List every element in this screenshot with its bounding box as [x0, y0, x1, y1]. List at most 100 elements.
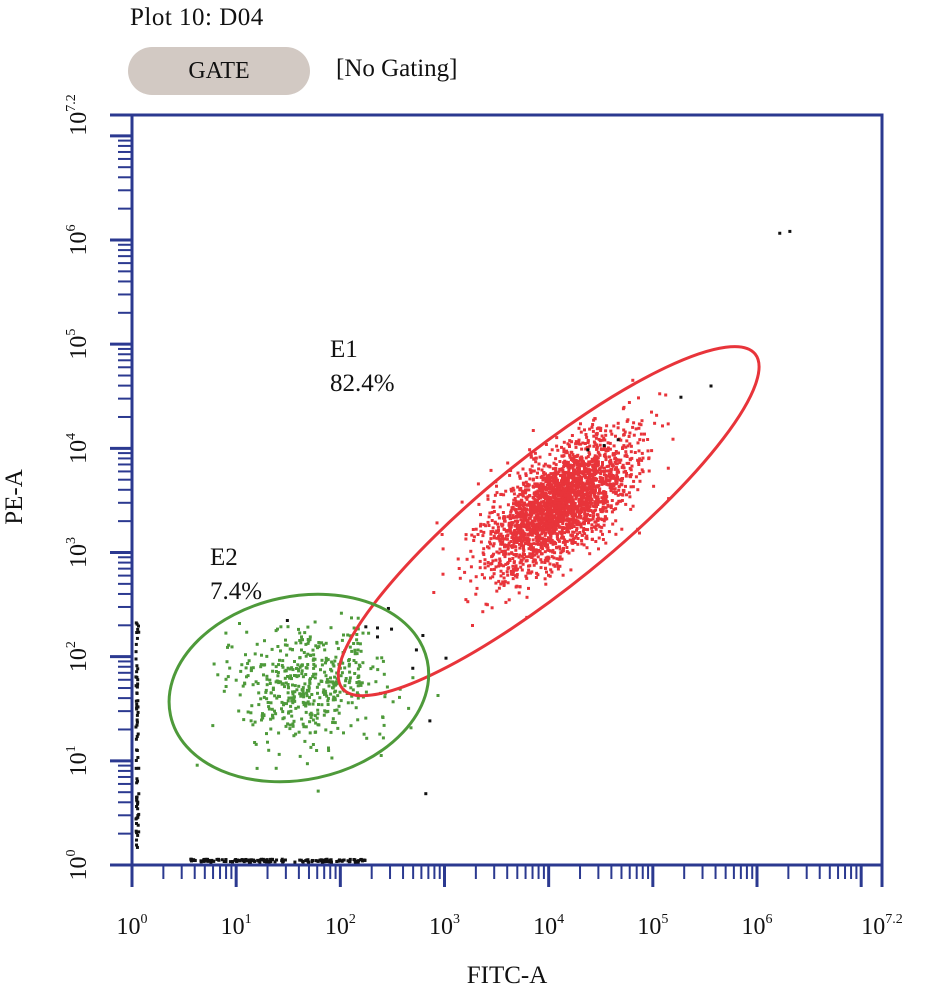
event-point-e1: [573, 491, 577, 495]
event-point-e1: [512, 488, 516, 492]
event-point-e1: [624, 502, 628, 506]
event-point-e1: [537, 467, 541, 471]
event-point-e1: [553, 551, 557, 555]
event-point-e1: [554, 491, 558, 495]
event-point-e2: [280, 700, 284, 704]
event-point-e2: [360, 681, 364, 685]
event-point-e2: [334, 680, 338, 684]
event-point-e1: [574, 445, 578, 449]
gate-status: [No Gating]: [336, 55, 458, 82]
event-point-e1: [506, 573, 510, 577]
event-point-e1: [530, 464, 534, 468]
event-point-e1: [518, 542, 521, 546]
event-point-e1: [604, 433, 608, 437]
event-point-e1: [627, 491, 631, 495]
event-point-e2: [274, 712, 278, 716]
event-point-e1: [527, 568, 531, 572]
gate-button[interactable]: GATE: [128, 47, 310, 95]
event-point-e1: [561, 496, 565, 500]
event-point-e1: [531, 538, 535, 542]
event-point-e1: [535, 509, 538, 513]
event-point-e1: [548, 481, 552, 485]
event-point-e2: [311, 718, 315, 722]
event-point-ungated: [135, 675, 139, 679]
event-point-e1: [543, 533, 547, 537]
event-point-e2: [298, 631, 302, 635]
event-point-e2: [238, 622, 241, 625]
event-point-e1: [519, 530, 522, 534]
event-point-ungated: [421, 634, 425, 638]
event-point-e2: [304, 704, 308, 708]
gate-ellipses[interactable]: [151, 304, 795, 805]
event-point-e1: [626, 444, 630, 448]
event-point-e1: [621, 463, 625, 467]
event-point-e1: [521, 552, 525, 556]
event-point-e1: [562, 499, 566, 503]
event-point-e1: [580, 494, 584, 498]
event-point-e2: [290, 696, 294, 700]
event-point-e2: [211, 724, 215, 728]
event-point-e1: [587, 498, 591, 502]
event-point-e2: [332, 664, 336, 668]
event-point-e1: [608, 441, 612, 445]
event-point-e1: [540, 491, 544, 495]
event-point-e1: [650, 410, 653, 414]
event-point-e1: [532, 558, 536, 562]
event-point-e2: [350, 694, 354, 698]
event-point-e1: [602, 523, 606, 527]
event-point-e1: [560, 467, 564, 471]
event-point-ungated: [301, 860, 305, 864]
event-point-e1: [520, 554, 524, 558]
event-point-ungated: [362, 858, 366, 862]
event-point-e2: [292, 719, 296, 723]
event-point-e1: [559, 474, 562, 477]
event-point-e1: [491, 526, 495, 530]
event-point-e2: [333, 675, 337, 679]
event-point-e1: [489, 542, 492, 546]
event-point-e1: [533, 482, 537, 486]
event-point-e2: [251, 683, 255, 687]
event-point-e1: [559, 492, 563, 496]
event-point-e2: [285, 653, 289, 657]
event-point-e1: [582, 488, 586, 492]
event-point-ungated: [586, 448, 590, 452]
event-point-e2: [312, 666, 316, 670]
event-point-e1: [596, 450, 600, 454]
event-point-e1: [588, 444, 592, 448]
event-point-e1: [503, 519, 507, 523]
event-point-ungated: [424, 792, 428, 796]
event-point-e2: [270, 647, 274, 651]
event-point-e1: [588, 472, 592, 476]
event-point-e2: [310, 713, 314, 717]
event-point-e1: [435, 521, 439, 525]
event-point-e2: [383, 695, 387, 699]
event-point-e1: [607, 469, 611, 473]
event-point-e1: [513, 497, 517, 500]
event-point-e2: [330, 756, 334, 760]
event-point-e1: [525, 503, 529, 507]
event-point-e2: [326, 697, 330, 700]
event-point-e1: [495, 536, 499, 540]
event-point-e1: [573, 469, 577, 473]
event-point-e1: [490, 555, 494, 559]
event-point-e1: [525, 488, 529, 492]
event-point-e1: [503, 537, 507, 541]
event-point-e1: [499, 569, 503, 573]
event-point-e2: [320, 663, 324, 667]
gate-e1[interactable]: [302, 304, 796, 739]
gate-e2[interactable]: [151, 571, 446, 805]
event-point-e1: [593, 509, 597, 513]
event-point-e2: [335, 682, 339, 686]
event-point-e1: [621, 407, 625, 411]
event-point-e1: [456, 557, 460, 561]
event-point-e2: [343, 684, 347, 688]
event-point-e1: [570, 496, 574, 500]
event-point-e1: [535, 532, 539, 536]
event-point-e1: [491, 559, 495, 563]
event-point-e2: [265, 654, 269, 658]
event-point-ungated: [135, 702, 139, 706]
event-point-e2: [267, 748, 271, 752]
event-point-e2: [331, 698, 335, 702]
event-point-e1: [565, 449, 569, 453]
event-point-e1: [601, 532, 604, 536]
